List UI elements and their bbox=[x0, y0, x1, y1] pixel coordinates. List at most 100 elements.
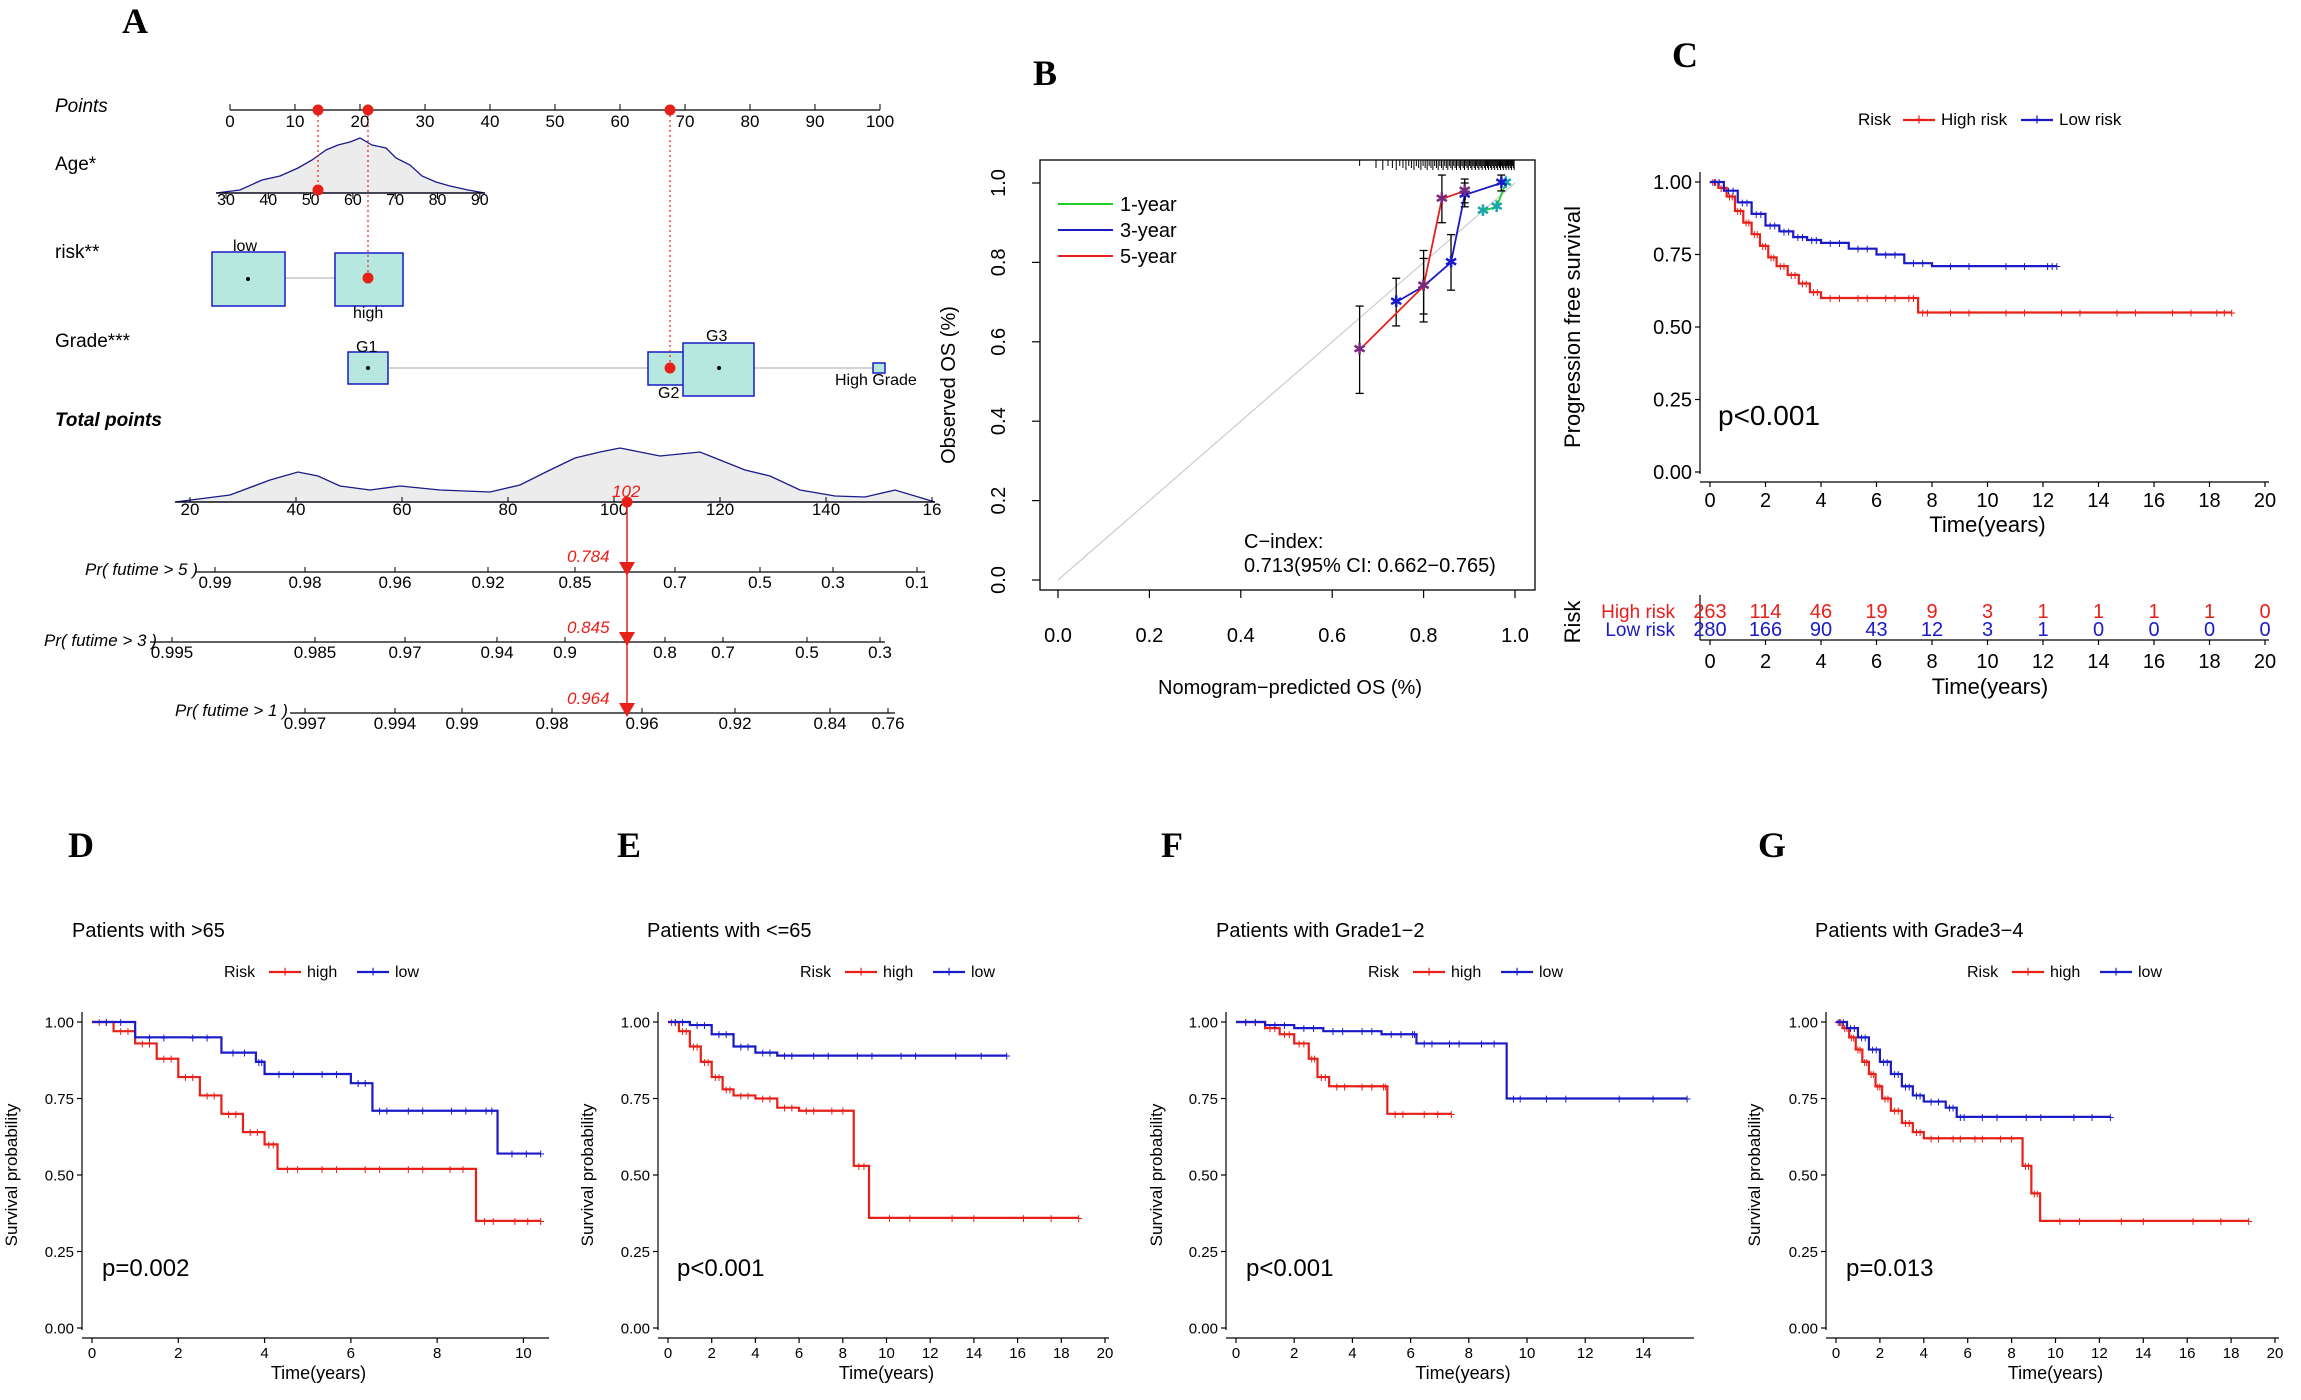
age-tick-label: 80 bbox=[429, 192, 447, 209]
points-tick-label: 80 bbox=[741, 112, 760, 131]
km-censor-mark: + bbox=[1387, 1026, 1395, 1042]
age-tick-label: 90 bbox=[471, 192, 489, 209]
km-censor-mark: + bbox=[1839, 1014, 1847, 1030]
km-censor-mark: + bbox=[1826, 235, 1834, 251]
risk-table-count: 3 bbox=[1982, 601, 1993, 623]
km-pvalue: p=0.013 bbox=[1846, 1255, 1933, 1282]
km-ylabel: Survival probability bbox=[2, 1103, 21, 1246]
km-censor-mark: + bbox=[1858, 1029, 1866, 1045]
total-points-label: Total points bbox=[55, 410, 162, 431]
km-censor-mark: + bbox=[2187, 305, 2195, 321]
km-y-tick-label: 0.50 bbox=[1653, 317, 1692, 339]
km-censor-mark: + bbox=[2070, 1109, 2078, 1125]
km-censor-mark: + bbox=[1854, 241, 1862, 257]
km-censor-mark: + bbox=[145, 1029, 153, 1045]
total-points-tick-label: 80 bbox=[499, 500, 518, 519]
km-censor-mark: + bbox=[1308, 1051, 1316, 1067]
km-censor-mark: + bbox=[2217, 1213, 2225, 1229]
km-censor-mark: + bbox=[1854, 290, 1862, 306]
km-censor-mark: + bbox=[2008, 1130, 2016, 1146]
km-pvalue: p=0.002 bbox=[102, 1255, 189, 1282]
km-x-tick-label: 20 bbox=[2267, 1345, 2284, 1362]
calibration-line-2 bbox=[1358, 190, 1466, 351]
km-x-tick-label: 4 bbox=[1348, 1345, 1356, 1362]
risk-table-count: 280 bbox=[1693, 619, 1726, 641]
panel-label-f: F bbox=[1161, 825, 1183, 865]
calibration-plot: 0.0 0.2 0.4 0.6 0.8 1.00.00.20.40.60.81.0✱ ✱✱✱… bbox=[938, 159, 1536, 699]
km-censor-mark: + bbox=[1894, 1103, 1902, 1119]
km-censor-mark: + bbox=[1300, 1035, 1308, 1051]
age-ticks: 30 40 50 60 70 80 90 bbox=[217, 192, 489, 209]
probability-tick-label: 0.76 bbox=[871, 714, 904, 733]
km-censor-mark: + bbox=[524, 1213, 532, 1229]
km-y-tick-label: 0.50 bbox=[1189, 1167, 1218, 1184]
risk-table-count: 166 bbox=[1749, 619, 1782, 641]
km-y-tick-label: 1.00 bbox=[1189, 1014, 1218, 1031]
calibration-ylabel: Observed OS (%) bbox=[938, 306, 960, 464]
km-censor-mark: + bbox=[1490, 1035, 1498, 1051]
km-title: Patients with Grade3−4 bbox=[1815, 920, 2023, 942]
km-censor-mark: + bbox=[788, 1100, 796, 1116]
km-x-tick-label: 2 bbox=[1290, 1345, 1298, 1362]
km-censor-mark: + bbox=[744, 1087, 752, 1103]
km-censor-mark: + bbox=[1785, 223, 1793, 239]
km-legend-marker: + bbox=[280, 964, 289, 981]
calibration-y-tick-label: 1.0 bbox=[988, 169, 1010, 197]
km-censor-mark: + bbox=[2024, 1158, 2032, 1174]
km-curve-low bbox=[668, 1020, 1007, 1057]
km-censor-mark: + bbox=[1876, 1078, 1884, 1094]
points-tick-label: 70 bbox=[676, 112, 695, 131]
pr5-label: Pr( futime > 5 ) bbox=[85, 560, 198, 579]
km-legend-marker: + bbox=[2023, 964, 2032, 981]
km-y-tick-label: 1.00 bbox=[1653, 172, 1692, 194]
probability-tick-label: 0.85 bbox=[558, 573, 591, 592]
km-censor-mark: + bbox=[1420, 1035, 1428, 1051]
probability-tick-label: 0.5 bbox=[748, 573, 772, 592]
km-censor-mark: + bbox=[1945, 1100, 1953, 1116]
km-censor-mark: + bbox=[689, 1038, 697, 1054]
km-censor-mark: + bbox=[1734, 203, 1742, 219]
km-censor-mark: + bbox=[766, 1091, 774, 1107]
km-censor-mark: + bbox=[482, 1103, 490, 1119]
km-censor-mark: + bbox=[1019, 1210, 1027, 1226]
km-censor-mark: + bbox=[2117, 1213, 2125, 1229]
km-censor-mark: + bbox=[511, 1213, 519, 1229]
km-censor-mark: + bbox=[1381, 1078, 1389, 1094]
km-censor-mark: + bbox=[1310, 1020, 1318, 1036]
km-censor-mark: + bbox=[1242, 1014, 1250, 1030]
risk-table-tick-label: 8 bbox=[1926, 651, 1937, 673]
km-censor-mark: + bbox=[225, 1106, 233, 1122]
risk-value-marker bbox=[362, 272, 374, 284]
km-censor-mark: + bbox=[189, 1069, 197, 1085]
km-censor-mark: + bbox=[488, 1103, 496, 1119]
km-x-tick-label: 16 bbox=[2143, 490, 2165, 512]
km-censor-mark: + bbox=[265, 1136, 273, 1152]
km-censor-mark: + bbox=[459, 1161, 467, 1177]
km-censor-mark: + bbox=[897, 1048, 905, 1064]
km-censor-mark: + bbox=[1881, 1091, 1889, 1107]
km-censor-mark: + bbox=[1271, 1020, 1279, 1036]
km-curve-high bbox=[92, 1020, 541, 1222]
km-censor-mark: + bbox=[2044, 258, 2052, 274]
km-censor-mark: + bbox=[1949, 1130, 1957, 1146]
km-censor-mark: + bbox=[1776, 258, 1784, 274]
calibration-line-1 bbox=[1395, 182, 1502, 303]
nomogram: Points Age* risk** Grade*** Total points… bbox=[44, 96, 941, 733]
km-censor-mark: + bbox=[1542, 1091, 1550, 1107]
km-censor-mark: + bbox=[1891, 247, 1899, 263]
km-legend-marker: + bbox=[1424, 964, 1433, 981]
km-censor-mark: + bbox=[1271, 1017, 1279, 1033]
pr3-label: Pr( futime > 3 ) bbox=[44, 631, 157, 650]
km-curve-low bbox=[92, 1020, 541, 1155]
km-y-tick-label: 0.75 bbox=[1189, 1091, 1218, 1108]
probability-tick-label: 0.96 bbox=[625, 714, 658, 733]
risk-table-count: 0 bbox=[2093, 619, 2104, 641]
km-censor-mark: + bbox=[447, 1103, 455, 1119]
km-censor-mark: + bbox=[1562, 1091, 1570, 1107]
km-censor-mark: + bbox=[678, 1023, 686, 1039]
km-censor-mark: + bbox=[1420, 1106, 1428, 1122]
km-pvalue: p<0.001 bbox=[677, 1255, 764, 1282]
km-censor-mark: + bbox=[1802, 276, 1810, 292]
km-censor-mark: + bbox=[700, 1017, 708, 1033]
km-censor-mark: + bbox=[1280, 1017, 1288, 1033]
